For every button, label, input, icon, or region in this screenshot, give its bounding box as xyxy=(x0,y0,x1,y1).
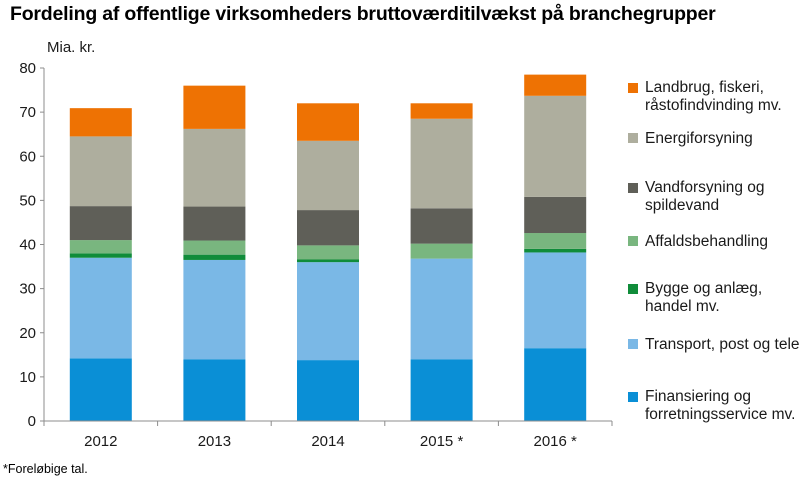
legend-swatch xyxy=(628,83,638,93)
legend-label: Landbrug, fiskeri, xyxy=(645,79,764,96)
legend-swatch xyxy=(628,133,638,143)
bar-stack xyxy=(524,74,587,421)
bar-stack xyxy=(69,108,132,421)
legend-label: Finansiering og xyxy=(645,388,751,405)
bar-segment xyxy=(183,259,246,360)
x-tick-label: 2013 xyxy=(198,433,231,450)
bar-segment xyxy=(524,252,587,349)
legend: Landbrug, fiskeri,råstofindvinding mv. En… xyxy=(628,79,800,423)
y-tick-label: 30 xyxy=(19,281,36,298)
legend-swatch xyxy=(628,339,638,349)
legend-item: Affaldsbehandling xyxy=(628,233,768,250)
legend-swatch xyxy=(628,284,638,294)
legend-item: Transport, post og tele xyxy=(628,336,800,353)
bar-segment xyxy=(69,253,132,258)
bar-segment xyxy=(410,258,473,360)
bar-segment xyxy=(69,358,132,421)
legend-swatch xyxy=(628,183,638,193)
bar-stack xyxy=(183,85,246,421)
bar-segment xyxy=(524,248,587,253)
chart-title: Fordeling af offentlige virksomheders br… xyxy=(10,3,716,25)
bar-segment xyxy=(69,108,132,137)
legend-label: spildevand xyxy=(645,197,719,214)
bar-segment xyxy=(410,103,473,119)
legend-item: Bygge og anlæg,handel mv. xyxy=(628,280,762,315)
y-tick-label: 0 xyxy=(28,413,36,430)
bar-segment xyxy=(524,348,587,421)
bar-segment xyxy=(410,208,473,244)
y-tick-label: 70 xyxy=(19,104,36,121)
bar-segment xyxy=(183,206,246,241)
legend-swatch xyxy=(628,236,638,246)
legend-item: Energiforsyning xyxy=(628,130,753,147)
x-tick-label: 2012 xyxy=(84,433,117,450)
legend-swatch xyxy=(628,392,638,402)
bar-segment xyxy=(183,85,246,129)
legend-label: Vandforsyning og xyxy=(645,179,765,196)
y-axis-unit-label: Mia. kr. xyxy=(47,39,95,56)
bar-segment xyxy=(297,245,359,260)
bar-segment xyxy=(524,95,587,197)
bar-segment xyxy=(410,359,473,421)
bar-segment xyxy=(297,262,359,361)
bar-segment xyxy=(410,118,473,209)
y-axis: 0 10 20 30 40 50 60 70 80 Mia. kr. xyxy=(19,39,95,430)
bar-segment xyxy=(297,210,359,246)
bar-segment xyxy=(524,233,587,249)
bar-segment xyxy=(183,128,246,207)
legend-label: råstofindvinding mv. xyxy=(645,97,782,114)
x-tick-label: 2014 xyxy=(311,433,344,450)
bar-stack xyxy=(297,103,359,421)
bar-segment xyxy=(69,240,132,254)
bar-segment xyxy=(524,196,587,234)
y-tick-label: 60 xyxy=(19,148,36,165)
bar-stack xyxy=(410,103,473,421)
legend-item: Landbrug, fiskeri,råstofindvinding mv. xyxy=(628,79,782,114)
bar-segment xyxy=(69,206,132,241)
bar-segment xyxy=(183,240,246,255)
y-tick-label: 20 xyxy=(19,325,36,342)
bar-segment xyxy=(297,360,359,421)
legend-label: forretningsservice mv. xyxy=(645,406,795,423)
bar-segment xyxy=(297,259,359,263)
legend-label: Affaldsbehandling xyxy=(645,233,768,250)
y-tick-label: 10 xyxy=(19,369,36,386)
bar-segment xyxy=(69,136,132,207)
x-tick-label: 2015 * xyxy=(420,433,464,450)
bar-segment xyxy=(69,257,132,359)
legend-label: Bygge og anlæg, xyxy=(645,280,762,297)
x-axis: 2012 2013 2014 2015 * 2016 * xyxy=(43,420,613,450)
bar-segment xyxy=(183,359,246,421)
bar-segment xyxy=(297,140,359,211)
bar-segment xyxy=(410,243,473,259)
y-tick-label: 40 xyxy=(19,237,36,254)
legend-label: Energiforsyning xyxy=(645,130,753,147)
bar-segment xyxy=(524,74,587,96)
bar-segment xyxy=(183,254,246,260)
x-tick-label: 2016 * xyxy=(534,433,578,450)
y-tick-label: 80 xyxy=(19,60,36,77)
footnote: *Foreløbige tal. xyxy=(3,462,88,476)
bar-segment xyxy=(297,103,359,141)
bars-layer xyxy=(69,74,587,421)
y-tick-label: 50 xyxy=(19,192,36,209)
legend-label: Transport, post og tele xyxy=(645,336,800,353)
legend-label: handel mv. xyxy=(645,298,720,315)
